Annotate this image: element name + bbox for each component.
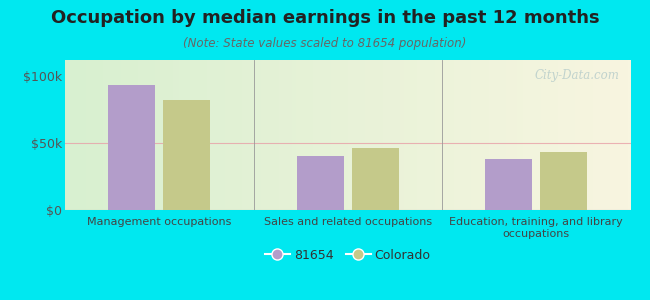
- Text: (Note: State values scaled to 81654 population): (Note: State values scaled to 81654 popu…: [183, 38, 467, 50]
- Text: City-Data.com: City-Data.com: [534, 69, 619, 82]
- Legend: 81654, Colorado: 81654, Colorado: [260, 244, 436, 267]
- Bar: [540, 152, 587, 210]
- Bar: [352, 148, 398, 210]
- Bar: [109, 85, 155, 210]
- Bar: [163, 100, 210, 210]
- Bar: [486, 159, 532, 210]
- Text: Occupation by median earnings in the past 12 months: Occupation by median earnings in the pas…: [51, 9, 599, 27]
- Bar: [297, 156, 344, 210]
